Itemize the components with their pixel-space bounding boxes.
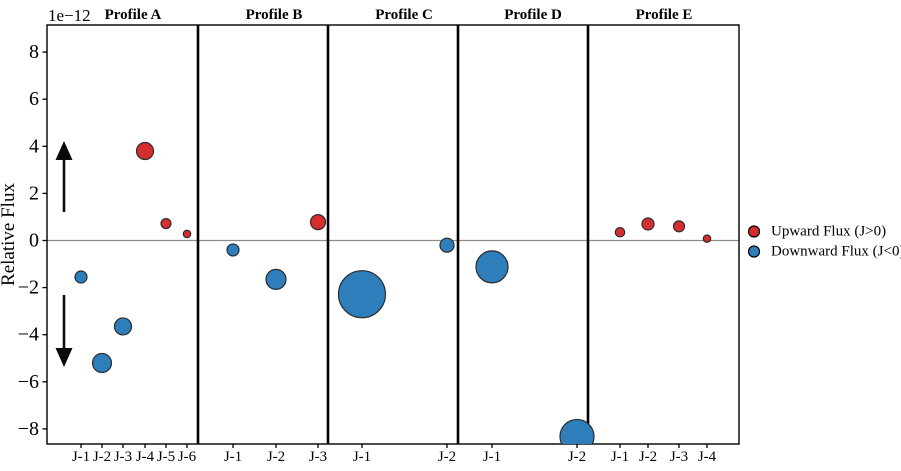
legend-label: Upward Flux (J>0) xyxy=(771,224,886,240)
y-tick-label: −6 xyxy=(18,371,39,393)
data-point-up xyxy=(182,229,192,239)
x-tick-label: J-6 xyxy=(178,449,197,465)
x-tick-label: J-5 xyxy=(157,449,175,465)
data-point-down xyxy=(559,418,595,444)
data-point-up xyxy=(160,217,172,230)
y-tick-label: −2 xyxy=(18,277,39,299)
x-tick-label: J-1 xyxy=(224,449,242,465)
panel-title: Profile B xyxy=(246,7,303,23)
up-arrow-head xyxy=(55,141,73,160)
y-tick-label: 2 xyxy=(29,182,39,204)
y-tick-label: 4 xyxy=(29,135,39,157)
data-point-down xyxy=(439,237,455,253)
legend-label: Downward Flux (J<0) xyxy=(771,244,901,260)
data-point-down xyxy=(226,243,240,257)
x-tick-label: J-2 xyxy=(438,449,456,465)
x-tick-label: J-1 xyxy=(611,449,629,465)
x-tick-label: J-2 xyxy=(267,449,285,465)
data-point-up xyxy=(614,226,626,238)
x-tick-label: J-2 xyxy=(639,449,657,465)
x-tick-label: J-2 xyxy=(93,449,111,465)
y-axis-label: Relative Flux xyxy=(0,183,19,286)
panel-title: Profile E xyxy=(636,7,693,23)
data-point-down xyxy=(91,352,113,374)
legend-marker-down xyxy=(747,245,761,258)
x-tick-label: J-3 xyxy=(114,449,132,465)
panel-title: Profile D xyxy=(504,7,562,23)
data-point-down xyxy=(337,270,387,319)
data-point-up xyxy=(702,234,712,243)
plot-frame xyxy=(46,24,740,445)
x-tick-label: J-1 xyxy=(72,449,90,465)
legend-marker-up xyxy=(747,225,761,238)
y-tick-label: −8 xyxy=(18,418,39,440)
x-tick-label: J-4 xyxy=(136,449,155,465)
panel-title: Profile C xyxy=(375,7,433,23)
data-point-up xyxy=(641,217,655,231)
panel-title: Profile A xyxy=(105,7,162,23)
x-tick-label: J-1 xyxy=(353,449,371,465)
data-point-up xyxy=(309,214,327,231)
down-arrow-head xyxy=(55,348,73,367)
points-group xyxy=(74,141,712,444)
data-point-down xyxy=(265,268,287,290)
x-tick-label: J-1 xyxy=(483,449,501,465)
data-point-down xyxy=(113,317,133,336)
data-point-down xyxy=(475,250,509,284)
x-tick-label: J-2 xyxy=(568,449,586,465)
x-tick-label: J-4 xyxy=(698,449,717,465)
y-tick-label: 8 xyxy=(29,41,39,63)
y-tick-label: −4 xyxy=(18,324,39,346)
data-point-down xyxy=(74,270,88,284)
data-point-up xyxy=(135,141,155,161)
y-tick-label: 0 xyxy=(29,230,39,252)
axis-offset-text: 1e−12 xyxy=(48,6,91,25)
x-tick-label: J-3 xyxy=(309,449,327,465)
data-point-up xyxy=(672,220,686,233)
y-tick-label: 6 xyxy=(29,88,39,110)
x-tick-label: J-3 xyxy=(670,449,688,465)
